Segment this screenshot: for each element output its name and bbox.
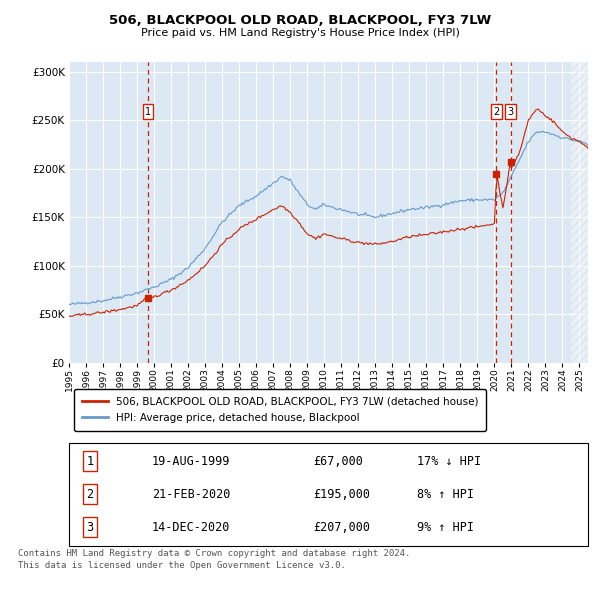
Text: 1: 1 [145,107,151,117]
Text: 3: 3 [86,520,94,534]
Text: 3: 3 [508,107,514,117]
Text: 8% ↑ HPI: 8% ↑ HPI [417,487,474,501]
Text: 2: 2 [86,487,94,501]
Legend: 506, BLACKPOOL OLD ROAD, BLACKPOOL, FY3 7LW (detached house), HPI: Average price: 506, BLACKPOOL OLD ROAD, BLACKPOOL, FY3 … [74,389,485,431]
Text: 19-AUG-1999: 19-AUG-1999 [152,454,230,468]
Text: Contains HM Land Registry data © Crown copyright and database right 2024.
This d: Contains HM Land Registry data © Crown c… [18,549,410,570]
Text: 14-DEC-2020: 14-DEC-2020 [152,520,230,534]
Text: £207,000: £207,000 [313,520,370,534]
Text: 1: 1 [86,454,94,468]
Text: 506, BLACKPOOL OLD ROAD, BLACKPOOL, FY3 7LW: 506, BLACKPOOL OLD ROAD, BLACKPOOL, FY3 … [109,14,491,27]
Text: £67,000: £67,000 [313,454,363,468]
Text: 21-FEB-2020: 21-FEB-2020 [152,487,230,501]
Text: 9% ↑ HPI: 9% ↑ HPI [417,520,474,534]
Text: £195,000: £195,000 [313,487,370,501]
Text: 2: 2 [493,107,500,117]
Text: 17% ↓ HPI: 17% ↓ HPI [417,454,481,468]
Text: Price paid vs. HM Land Registry's House Price Index (HPI): Price paid vs. HM Land Registry's House … [140,28,460,38]
